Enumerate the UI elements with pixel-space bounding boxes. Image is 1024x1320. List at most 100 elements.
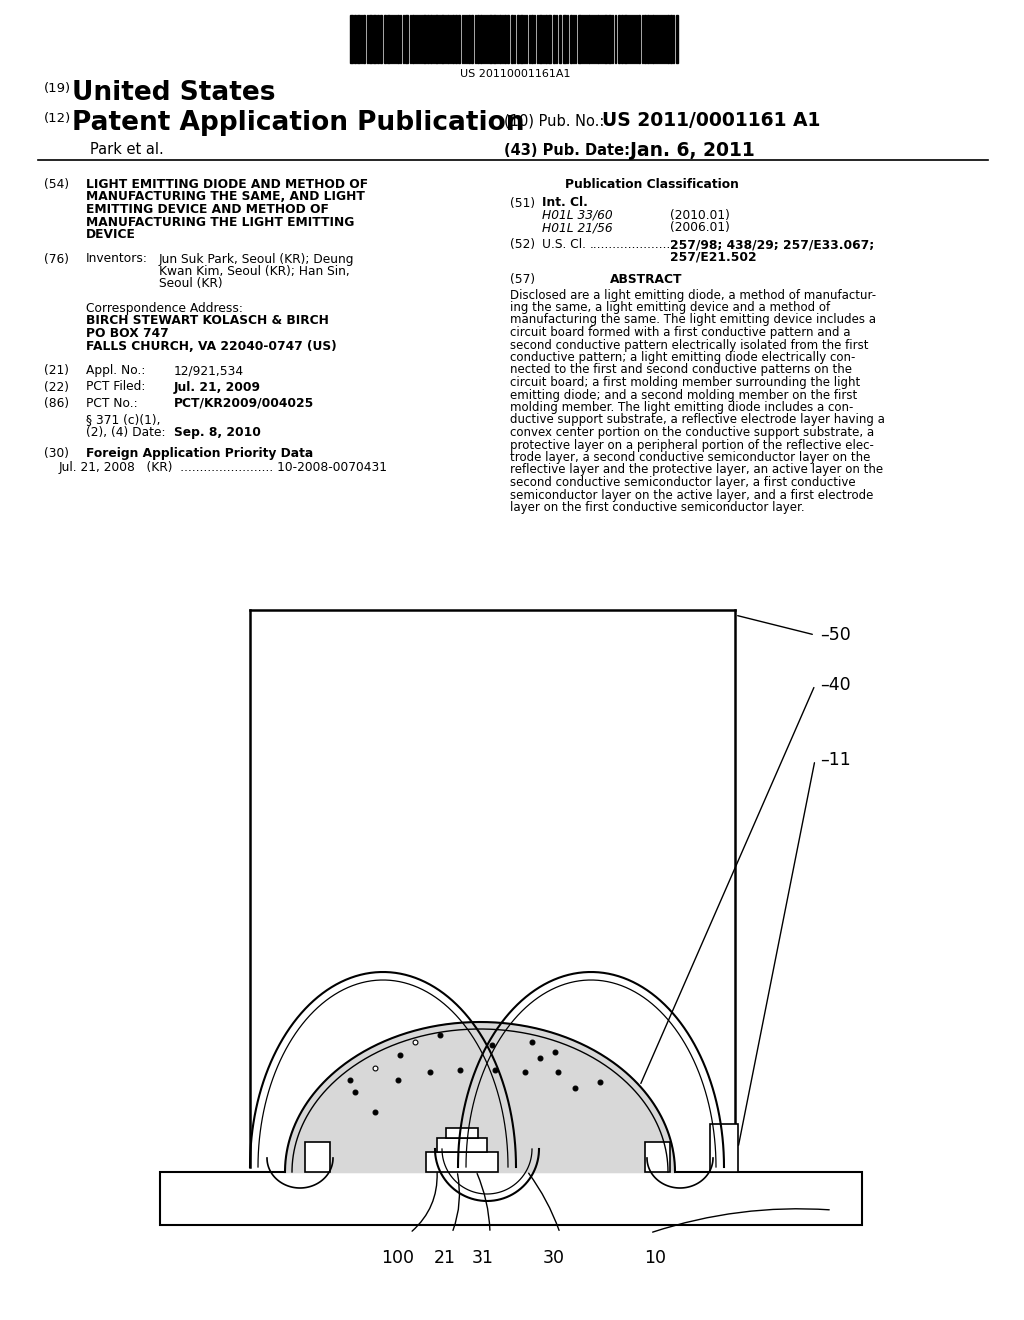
Bar: [430, 15, 432, 63]
Bar: [531, 15, 534, 63]
Bar: [362, 15, 365, 63]
Bar: [504, 15, 506, 63]
Bar: [489, 15, 492, 63]
Bar: [604, 15, 607, 63]
Bar: [608, 15, 611, 63]
Text: PO BOX 747: PO BOX 747: [86, 327, 169, 341]
Text: Publication Classification: Publication Classification: [565, 178, 739, 191]
Text: (2), (4) Date:: (2), (4) Date:: [86, 426, 166, 440]
Bar: [645, 1142, 670, 1172]
Bar: [539, 15, 542, 63]
Bar: [377, 15, 379, 63]
Bar: [638, 15, 640, 63]
Text: emitting diode; and a second molding member on the first: emitting diode; and a second molding mem…: [510, 388, 857, 401]
Text: PCT No.:: PCT No.:: [86, 397, 137, 411]
Text: (57): (57): [510, 273, 536, 286]
Text: molding member. The light emitting diode includes a con-: molding member. The light emitting diode…: [510, 401, 853, 414]
Text: US 2011/0001161 A1: US 2011/0001161 A1: [602, 111, 820, 129]
Bar: [458, 15, 460, 63]
Text: Appl. No.:: Appl. No.:: [86, 364, 145, 378]
Text: (10) Pub. No.:: (10) Pub. No.:: [504, 114, 604, 128]
Bar: [354, 15, 356, 63]
Bar: [455, 15, 457, 63]
Bar: [373, 15, 376, 63]
Text: (19): (19): [44, 82, 71, 95]
Bar: [553, 15, 555, 63]
Bar: [305, 1142, 330, 1172]
Bar: [499, 15, 501, 63]
Text: 10: 10: [644, 1249, 666, 1267]
Bar: [468, 15, 470, 63]
Bar: [670, 15, 672, 63]
Text: semiconductor layer on the active layer, and a first electrode: semiconductor layer on the active layer,…: [510, 488, 873, 502]
Bar: [160, 1172, 862, 1225]
Bar: [435, 15, 438, 63]
Text: 21: 21: [434, 1249, 456, 1267]
Text: (2010.01): (2010.01): [670, 209, 730, 222]
Text: EMITTING DEVICE AND METHOD OF: EMITTING DEVICE AND METHOD OF: [86, 203, 329, 216]
Text: –50: –50: [820, 626, 851, 644]
Bar: [511, 15, 513, 63]
Text: (22): (22): [44, 380, 69, 393]
Text: 31: 31: [472, 1249, 494, 1267]
Text: second conductive semiconductor layer, a first conductive: second conductive semiconductor layer, a…: [510, 477, 856, 488]
Bar: [676, 15, 678, 63]
Text: circuit board; a first molding member surrounding the light: circuit board; a first molding member su…: [510, 376, 860, 389]
Text: H01L 21/56: H01L 21/56: [542, 222, 612, 235]
Text: Kwan Kim, Seoul (KR); Han Sin,: Kwan Kim, Seoul (KR); Han Sin,: [159, 265, 350, 279]
Text: (30): (30): [44, 446, 69, 459]
Text: ductive support substrate, a reflective electrode layer having a: ductive support substrate, a reflective …: [510, 413, 885, 426]
Text: (51): (51): [510, 197, 536, 210]
Text: ABSTRACT: ABSTRACT: [610, 273, 683, 286]
Text: DEVICE: DEVICE: [86, 228, 136, 242]
Text: Jan. 6, 2011: Jan. 6, 2011: [630, 141, 755, 160]
Bar: [545, 15, 547, 63]
Bar: [624, 15, 627, 63]
Text: Sep. 8, 2010: Sep. 8, 2010: [174, 426, 261, 440]
Bar: [384, 15, 386, 63]
Text: Patent Application Publication: Patent Application Publication: [72, 110, 524, 136]
Text: second conductive pattern electrically isolated from the first: second conductive pattern electrically i…: [510, 338, 868, 351]
Text: Foreign Application Priority Data: Foreign Application Priority Data: [86, 446, 313, 459]
Text: nected to the first and second conductive patterns on the: nected to the first and second conductiv…: [510, 363, 852, 376]
Text: manufacturing the same. The light emitting device includes a: manufacturing the same. The light emitti…: [510, 314, 876, 326]
Bar: [437, 1138, 487, 1152]
Text: LIGHT EMITTING DIODE AND METHOD OF: LIGHT EMITTING DIODE AND METHOD OF: [86, 178, 368, 191]
Bar: [548, 15, 551, 63]
Text: MANUFACTURING THE LIGHT EMITTING: MANUFACTURING THE LIGHT EMITTING: [86, 215, 354, 228]
Text: –11: –11: [820, 751, 851, 770]
Bar: [387, 15, 390, 63]
Text: ing the same, a light emitting device and a method of: ing the same, a light emitting device an…: [510, 301, 830, 314]
Bar: [618, 15, 620, 63]
Bar: [426, 1152, 498, 1172]
Bar: [423, 15, 426, 63]
Bar: [412, 15, 414, 63]
Text: (54): (54): [44, 178, 70, 191]
Text: protective layer on a peripheral portion of the reflective elec-: protective layer on a peripheral portion…: [510, 438, 873, 451]
Text: BIRCH STEWART KOLASCH & BIRCH: BIRCH STEWART KOLASCH & BIRCH: [86, 314, 329, 327]
Text: Jul. 21, 2008   (KR)  ........................ 10-2008-0070431: Jul. 21, 2008 (KR) .....................…: [59, 461, 388, 474]
Text: 257/98; 438/29; 257/E33.067;: 257/98; 438/29; 257/E33.067;: [670, 238, 874, 251]
Bar: [559, 15, 561, 63]
Bar: [350, 15, 353, 63]
Text: (2006.01): (2006.01): [670, 222, 730, 235]
Bar: [357, 15, 360, 63]
Text: US 20110001161A1: US 20110001161A1: [460, 69, 570, 79]
Bar: [517, 15, 519, 63]
Text: H01L 33/60: H01L 33/60: [542, 209, 612, 222]
Text: United States: United States: [72, 81, 275, 106]
Bar: [563, 15, 566, 63]
Text: Seoul (KR): Seoul (KR): [159, 277, 222, 290]
Text: (52): (52): [510, 238, 536, 251]
Text: Jun Suk Park, Seoul (KR); Deung: Jun Suk Park, Seoul (KR); Deung: [159, 252, 354, 265]
Text: FALLS CHURCH, VA 22040-0747 (US): FALLS CHURCH, VA 22040-0747 (US): [86, 339, 337, 352]
Text: convex center portion on the conductive support substrate, a: convex center portion on the conductive …: [510, 426, 874, 440]
Bar: [597, 15, 599, 63]
Bar: [588, 15, 590, 63]
Text: –40: –40: [820, 676, 851, 694]
Text: 12/921,534: 12/921,534: [174, 364, 244, 378]
Text: Inventors:: Inventors:: [86, 252, 147, 265]
Bar: [369, 15, 372, 63]
Bar: [406, 15, 408, 63]
Text: 30: 30: [543, 1249, 565, 1267]
